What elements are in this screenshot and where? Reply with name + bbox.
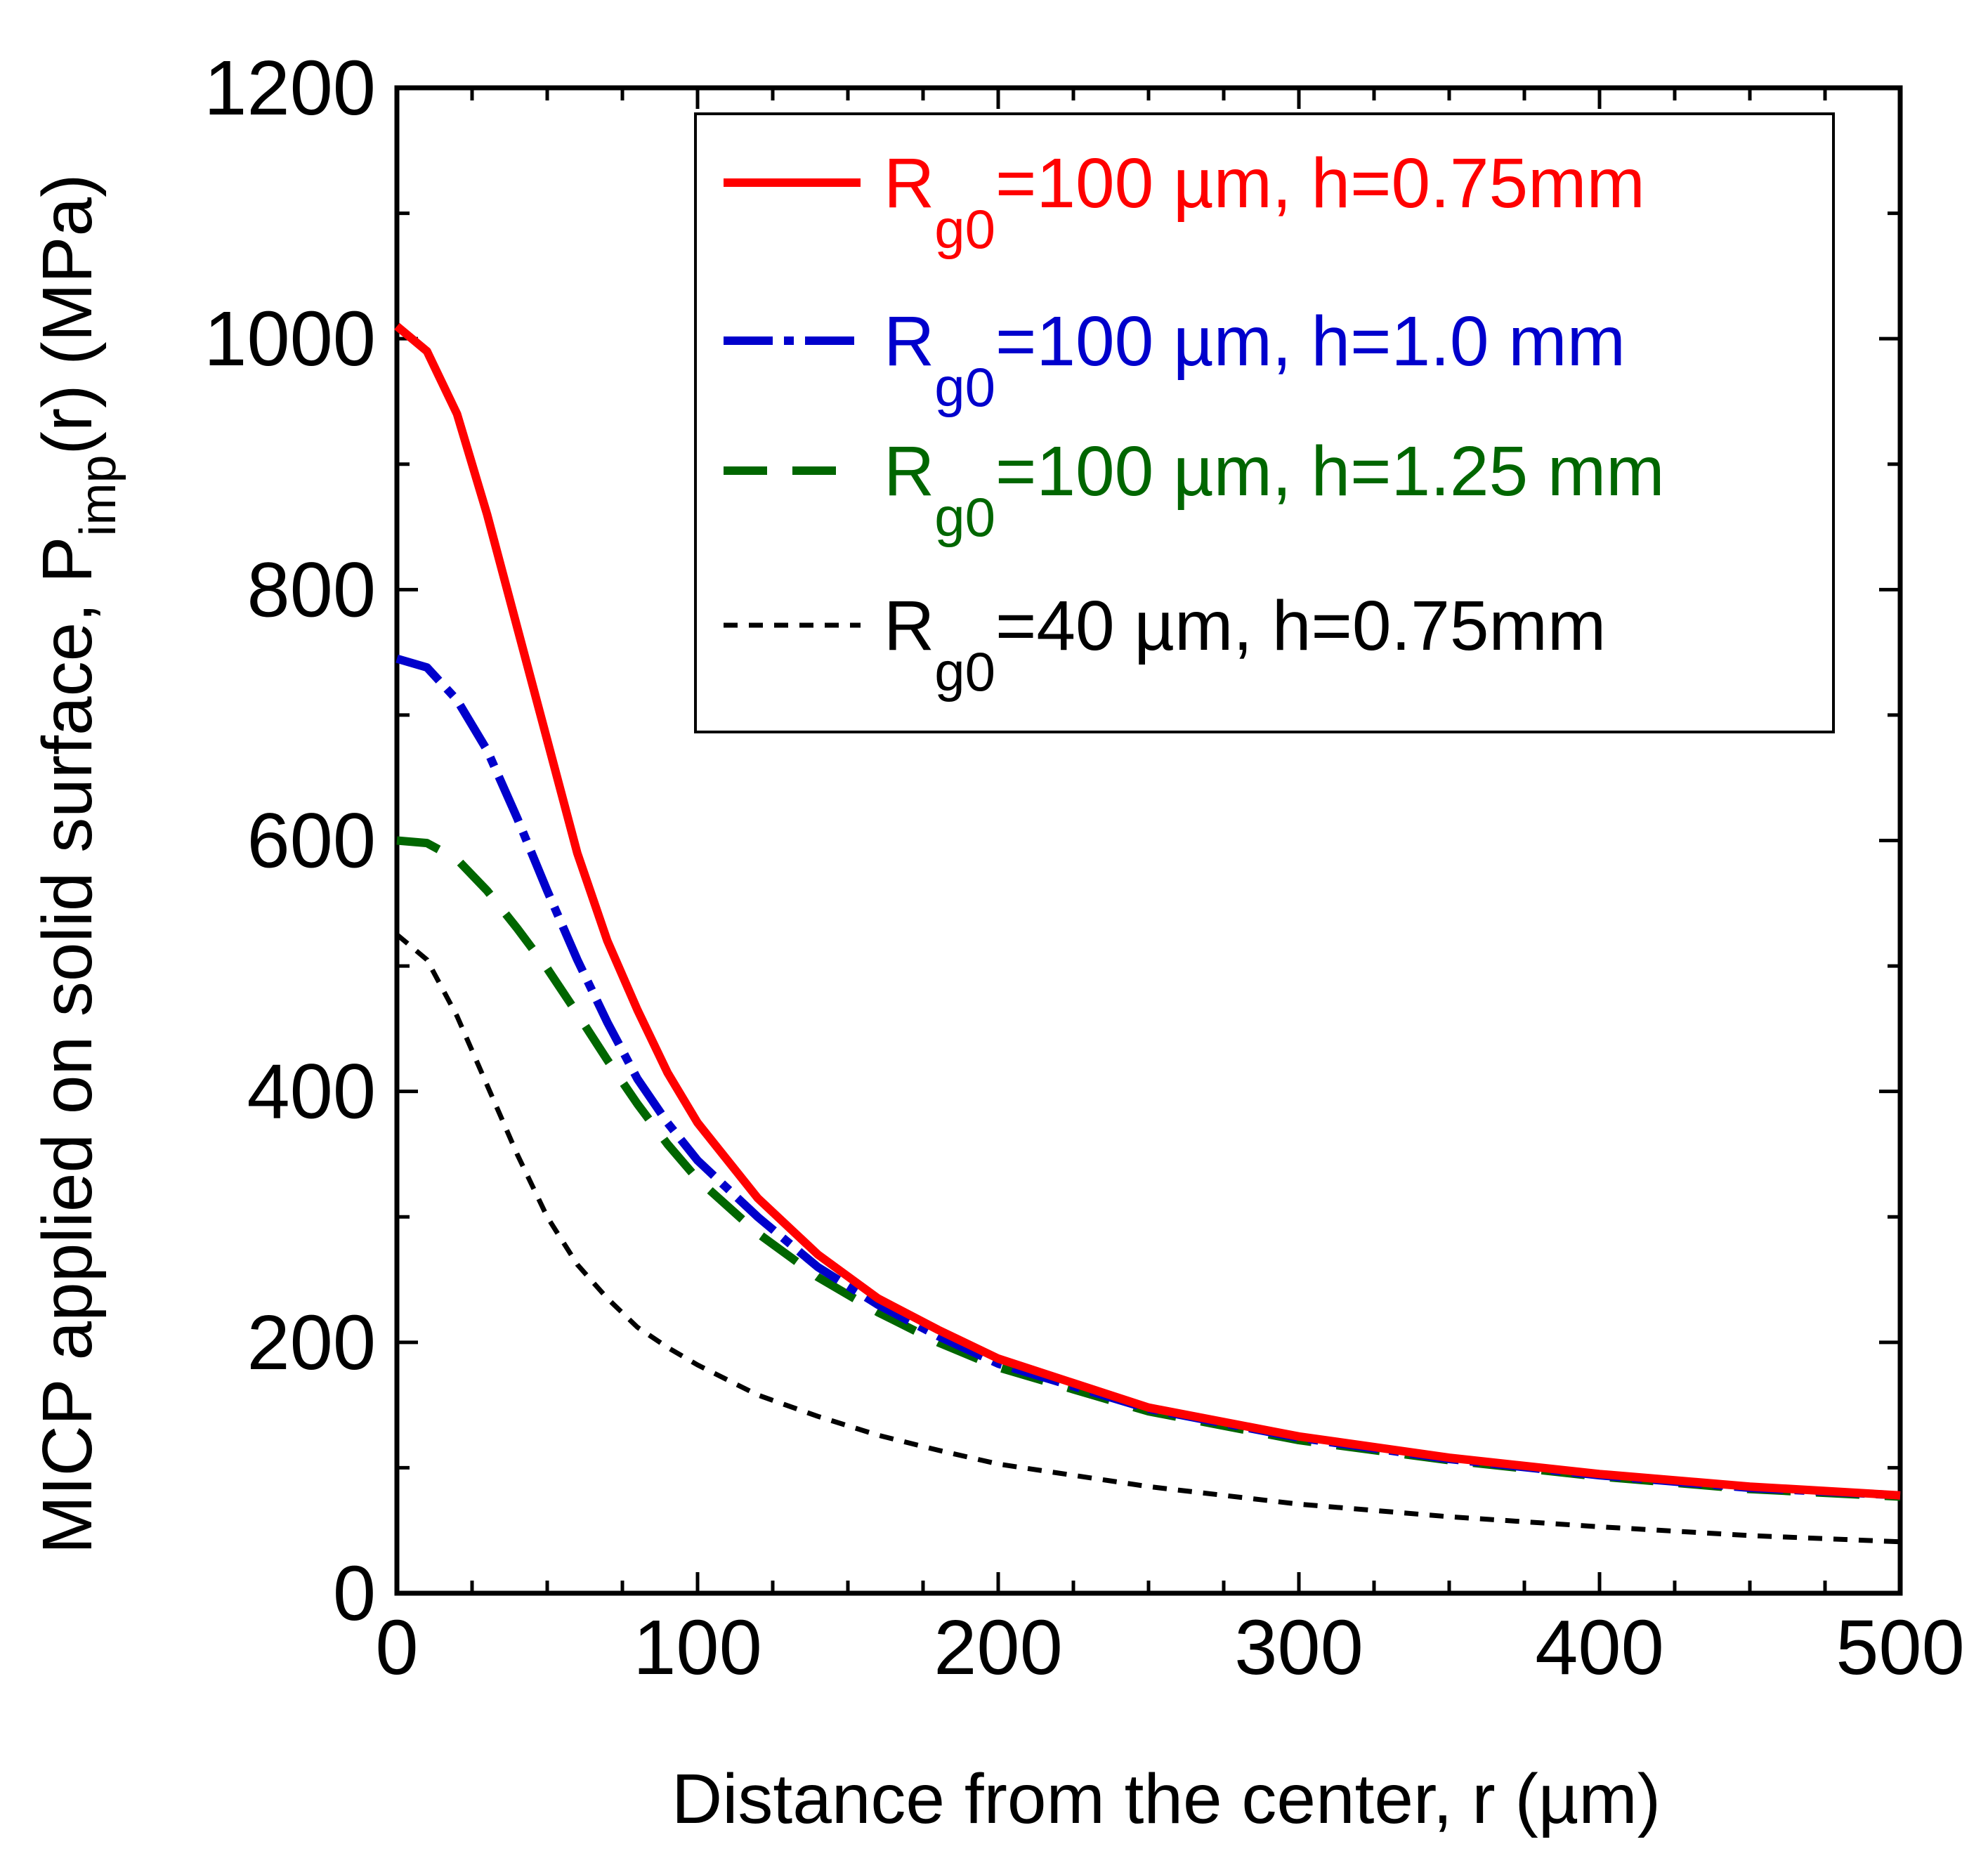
y-axis-title: MICP applied on solid surface, Pimp(r) (…	[28, 174, 126, 1555]
series-line-2	[395, 654, 1901, 1500]
legend-label-1: Rg0=100 µm, h=0.75mm	[884, 144, 1645, 260]
legend-label-3: Rg0=100 µm, h=1.25 mm	[884, 432, 1665, 548]
y-axis-title-subscript: imp	[70, 455, 126, 536]
x-tick-label: 0	[375, 1604, 418, 1691]
x-tick-label: 100	[633, 1604, 762, 1691]
x-tick-label: 200	[934, 1604, 1063, 1691]
legend: Rg0=100 µm, h=0.75mm Rg0=100 µm, h=1.0 mm…	[694, 112, 1835, 733]
y-axis-title-suffix: (r) (MPa)	[28, 174, 107, 455]
y-tick-label: 1000	[204, 296, 376, 382]
series-line-1	[394, 322, 1901, 1500]
data-series	[394, 322, 1901, 1545]
legend-label-2: Rg0=100 µm, h=1.0 mm	[884, 302, 1626, 418]
y-axis-title-prefix: MICP applied on solid surface, P	[28, 536, 107, 1554]
y-tick-label: 400	[247, 1049, 376, 1135]
y-tick-label: 800	[247, 547, 376, 633]
y-tick-label: 200	[247, 1300, 376, 1386]
y-tick-label: 600	[247, 798, 376, 884]
legend-label-4: Rg0=40 µm, h=0.75mm	[884, 587, 1606, 702]
x-tick-label: 500	[1836, 1604, 1965, 1691]
y-tick-label: 1200	[204, 45, 376, 131]
x-tick-label: 300	[1234, 1604, 1364, 1691]
axis-tick-labels: 0 100 200 300 400 500 0 200 400 600 800 1000 1200	[204, 45, 1964, 1691]
x-axis-title: Distance from the center, r (µm)	[672, 1760, 1661, 1838]
series-line-3	[396, 836, 1901, 1501]
y-tick-label: 0	[333, 1550, 376, 1637]
axis-ticks	[395, 86, 1902, 1595]
series-line-4	[395, 932, 1901, 1545]
legend-box	[694, 112, 1835, 733]
x-tick-label: 400	[1535, 1604, 1664, 1691]
